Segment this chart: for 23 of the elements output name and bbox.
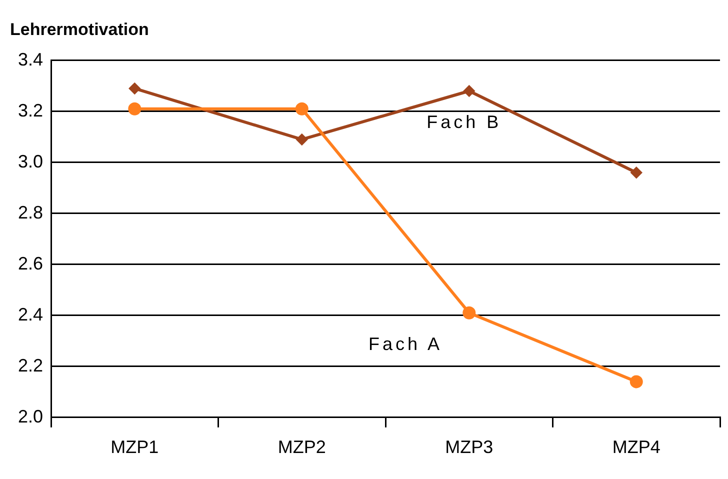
y-tick-label: 3.0 bbox=[18, 151, 44, 172]
y-tick-label: 2.6 bbox=[18, 253, 44, 274]
x-tick-label: MZP3 bbox=[445, 437, 494, 458]
x-tick-label: MZP2 bbox=[278, 437, 326, 458]
x-tick-label: MZP4 bbox=[612, 437, 660, 458]
point bbox=[128, 102, 142, 116]
point bbox=[630, 375, 643, 388]
series-label: Fach A bbox=[368, 334, 443, 354]
point bbox=[464, 86, 475, 96]
y-axis-title: Lehrermotivation bbox=[10, 20, 149, 39]
y-tick-label: 2.4 bbox=[18, 304, 44, 324]
y-tick-label: 3.4 bbox=[18, 49, 44, 70]
series-label: Fach B bbox=[426, 112, 502, 132]
y-tick-label: 3.2 bbox=[18, 100, 44, 120]
x-tick-label: MZP1 bbox=[110, 437, 159, 458]
point bbox=[129, 82, 140, 94]
point bbox=[296, 134, 308, 145]
point bbox=[295, 102, 308, 116]
y-tick-label: 2.8 bbox=[18, 202, 44, 222]
y-tick-label: 2.0 bbox=[18, 406, 44, 426]
point bbox=[462, 306, 476, 320]
point bbox=[630, 167, 642, 178]
y-tick-label: 2.2 bbox=[18, 355, 44, 376]
